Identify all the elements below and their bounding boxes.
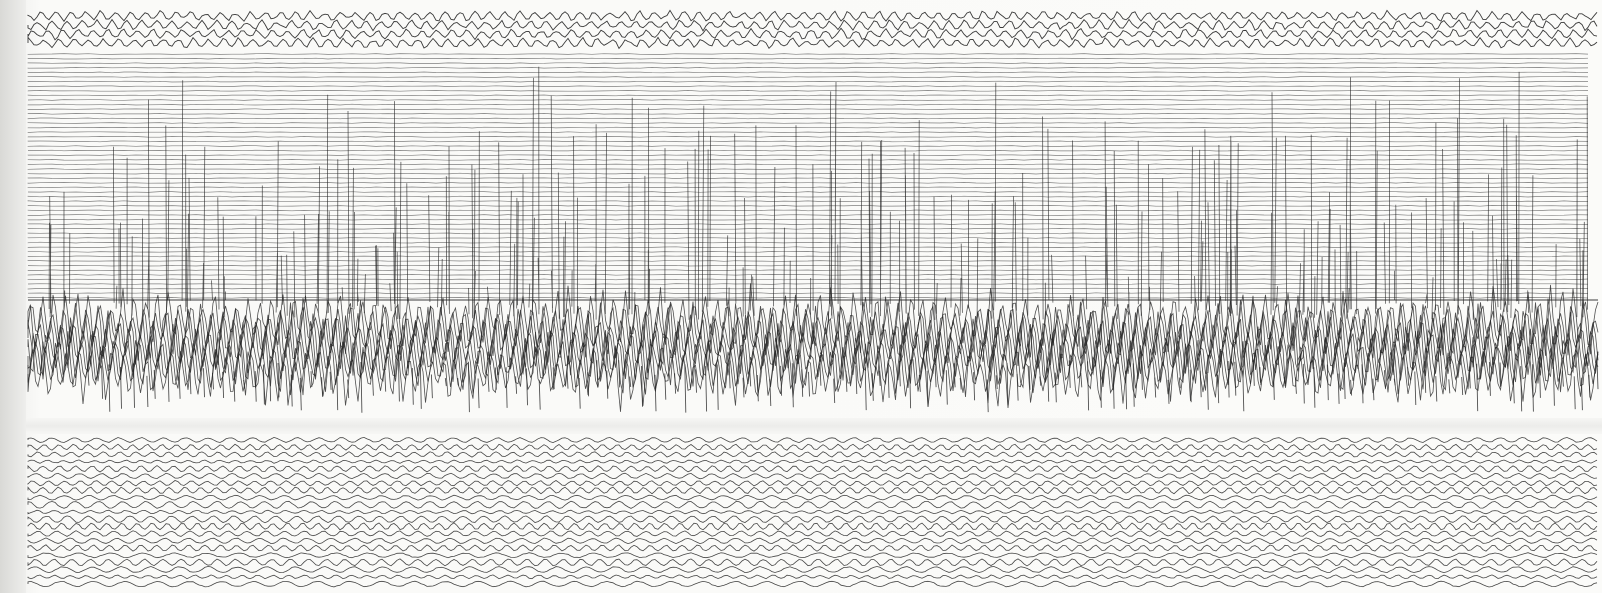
trace-line: [27, 509, 1598, 515]
trace-line: [27, 283, 1599, 358]
trace-line: [27, 172, 1588, 175]
trace-line: [27, 451, 1598, 458]
trace-line: [27, 99, 1589, 101]
trace-line: [27, 436, 1598, 444]
trace-line: [27, 530, 1598, 537]
trace-line: [27, 122, 1589, 124]
trace-line: [27, 154, 1589, 156]
trace-line: [27, 94, 1589, 97]
trace-line: [27, 177, 1589, 179]
trace-line: [27, 85, 1589, 87]
trace-line: [27, 465, 1598, 473]
trace-spikes: [87, 359, 1599, 413]
trace-line: [27, 278, 1589, 281]
trace-line: [27, 472, 1598, 480]
trace-line: [27, 494, 1598, 501]
trace-line: [27, 67, 1589, 69]
trace-line: [27, 486, 1598, 495]
trace-line: [27, 264, 1589, 267]
trace-line: [27, 459, 1598, 464]
trace-line: [27, 113, 1589, 115]
trace-line: [27, 274, 1589, 276]
trace-line: [27, 9, 1598, 23]
trace-line: [27, 76, 1589, 78]
trace-line: [27, 53, 1589, 55]
trace-line: [27, 544, 1598, 552]
trace-line: [27, 566, 1598, 574]
trace-line: [27, 522, 1598, 531]
trace-line: [27, 552, 1598, 559]
trace-line: [27, 126, 1589, 129]
paper-fold: [26, 418, 1602, 434]
trace-line: [27, 117, 1589, 120]
trace-line: [27, 18, 1598, 32]
trace-line: [27, 328, 1599, 404]
paper-left-edge: [0, 0, 26, 593]
trace-line: [27, 149, 1589, 152]
trace-line: [27, 90, 1589, 92]
trace-line: [27, 36, 1598, 50]
trace-line: [27, 269, 1588, 271]
trace-line: [27, 500, 1598, 509]
trace-line: [27, 283, 1589, 285]
trace-line: [27, 191, 1589, 193]
trace-line: [27, 443, 1598, 451]
trace-line: [27, 260, 1589, 262]
trace-line: [27, 537, 1598, 545]
trace-line: [27, 297, 1589, 299]
trace-line: [27, 558, 1598, 567]
trace-line: [27, 140, 1589, 143]
trace-line: [27, 182, 1589, 184]
trace-line: [27, 311, 1599, 382]
trace-line: [27, 80, 1589, 83]
trace-line: [27, 480, 1598, 487]
trace-line: [27, 103, 1589, 106]
trace-line: [27, 163, 1589, 166]
trace-line: [27, 574, 1598, 580]
trace-line: [27, 131, 1589, 133]
trace-line: [27, 71, 1589, 74]
trace-line: [27, 57, 1589, 60]
trace-line: [27, 145, 1589, 147]
trace-line: [27, 515, 1598, 524]
trace-line: [27, 136, 1589, 138]
trace-line: [27, 27, 1598, 41]
trace-spikes: [48, 66, 1588, 320]
trace-line: [27, 108, 1589, 110]
trace-line: [27, 287, 1589, 290]
trace-line: [27, 580, 1598, 588]
trace-line: [27, 336, 1599, 412]
trace-line: [27, 168, 1589, 170]
trace-line: [27, 159, 1589, 161]
trace-line: [27, 255, 1589, 258]
trace-line: [27, 62, 1589, 64]
